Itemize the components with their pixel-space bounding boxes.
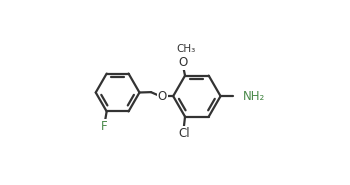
Text: O: O	[178, 56, 188, 69]
Text: F: F	[101, 120, 107, 132]
Text: NH₂: NH₂	[243, 90, 265, 103]
Text: Cl: Cl	[178, 127, 190, 140]
Text: CH₃: CH₃	[176, 44, 195, 54]
Text: O: O	[158, 90, 167, 103]
